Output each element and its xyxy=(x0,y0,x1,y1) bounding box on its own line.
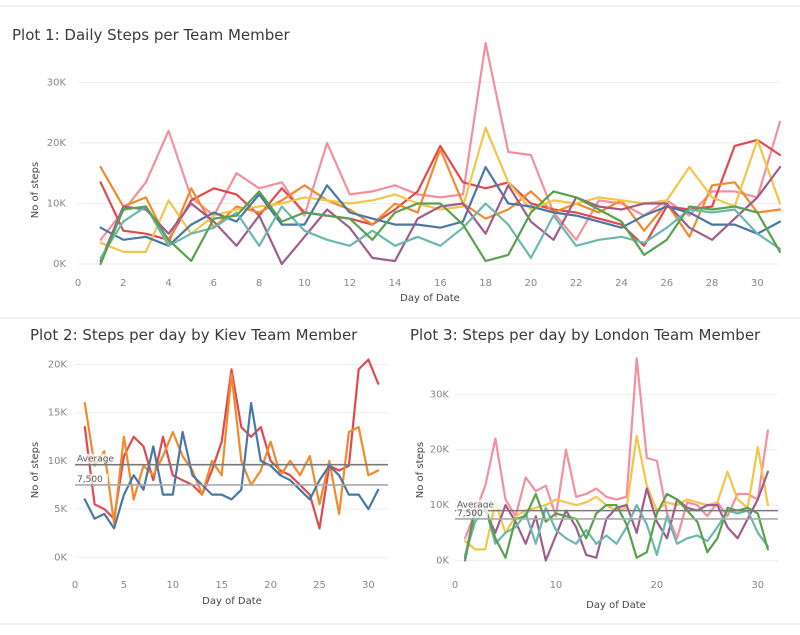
plot-1-y-axis-label: No of steps xyxy=(30,162,41,218)
reference-line-label: 7,500 xyxy=(457,509,483,519)
plot-3-x-axis-label: Day of Date xyxy=(586,600,646,611)
x-tick-label: 0 xyxy=(72,580,78,591)
plot-2-y-axis-label: No of steps xyxy=(30,442,41,498)
x-tick-label: 10 xyxy=(166,580,179,591)
x-tick-label: 4 xyxy=(165,278,171,289)
x-tick-label: 8 xyxy=(256,278,262,289)
x-tick-label: 12 xyxy=(343,278,356,289)
x-tick-label: 20 xyxy=(264,580,277,591)
series-line-teal xyxy=(99,202,782,259)
y-tick-label: 30K xyxy=(47,77,67,88)
plot-3-title: Plot 3: Steps per day by London Team Mem… xyxy=(410,326,761,344)
x-tick-label: 30 xyxy=(751,580,764,591)
series-line-pink xyxy=(464,357,769,540)
series-line-pink xyxy=(99,41,782,241)
x-tick-label: 20 xyxy=(525,278,538,289)
y-tick-label: 0K xyxy=(54,552,67,563)
y-tick-label: 0K xyxy=(53,259,66,270)
x-tick-label: 28 xyxy=(706,278,719,289)
plot-2-x-axis-label: Day of Date xyxy=(202,596,262,607)
x-tick-label: 0 xyxy=(75,278,81,289)
y-tick-label: 0K xyxy=(436,555,449,566)
y-tick-label: 10K xyxy=(47,198,67,209)
x-tick-label: 26 xyxy=(660,278,673,289)
series-line-blue xyxy=(83,401,380,530)
y-tick-label: 20K xyxy=(430,445,450,456)
x-tick-label: 24 xyxy=(615,278,628,289)
x-tick-label: 15 xyxy=(215,580,228,591)
x-tick-label: 10 xyxy=(550,580,563,591)
x-tick-label: 25 xyxy=(313,580,326,591)
y-tick-label: 20K xyxy=(47,138,67,149)
series-line-orange xyxy=(83,373,380,525)
x-tick-label: 5 xyxy=(121,580,127,591)
series-line-yellow xyxy=(99,126,782,253)
series-line-yellow xyxy=(464,434,769,551)
x-tick-label: 14 xyxy=(389,278,402,289)
plot-3-y-axis-label: No of steps xyxy=(415,442,426,498)
y-tick-label: 10K xyxy=(430,500,450,511)
plot-1-x-axis-label: Day of Date xyxy=(400,293,460,304)
y-tick-label: 10K xyxy=(48,456,68,467)
reference-line-label: Average xyxy=(457,501,494,511)
x-tick-label: 18 xyxy=(479,278,492,289)
x-tick-label: 30 xyxy=(362,580,375,591)
y-tick-label: 20K xyxy=(48,359,68,370)
y-tick-label: 5K xyxy=(54,504,67,515)
series-line-blue xyxy=(99,166,782,247)
y-tick-label: 15K xyxy=(48,408,68,419)
x-tick-label: 2 xyxy=(120,278,126,289)
series-line-purple xyxy=(99,166,782,266)
reference-line-label: Average xyxy=(77,455,114,465)
plot-2: Plot 2: Steps per day by Kiev Team Membe… xyxy=(30,326,388,607)
plot-3: Plot 3: Steps per day by London Team Mem… xyxy=(410,326,778,611)
x-tick-label: 20 xyxy=(651,580,664,591)
series-line-green xyxy=(464,492,769,562)
reference-line-label: 7,500 xyxy=(77,475,103,485)
x-tick-label: 16 xyxy=(434,278,447,289)
x-tick-label: 22 xyxy=(570,278,583,289)
series-line-green xyxy=(99,190,782,266)
x-tick-label: 30 xyxy=(751,278,764,289)
x-tick-label: 6 xyxy=(211,278,217,289)
y-tick-label: 30K xyxy=(430,389,450,400)
plot-1-title: Plot 1: Daily Steps per Team Member xyxy=(12,26,290,44)
plot-1: Plot 1: Daily Steps per Team Member No o… xyxy=(12,26,782,304)
x-tick-label: 10 xyxy=(298,278,311,289)
plot-2-title: Plot 2: Steps per day by Kiev Team Membe… xyxy=(30,326,358,344)
x-tick-label: 0 xyxy=(452,580,458,591)
series-line-teal xyxy=(464,504,769,556)
